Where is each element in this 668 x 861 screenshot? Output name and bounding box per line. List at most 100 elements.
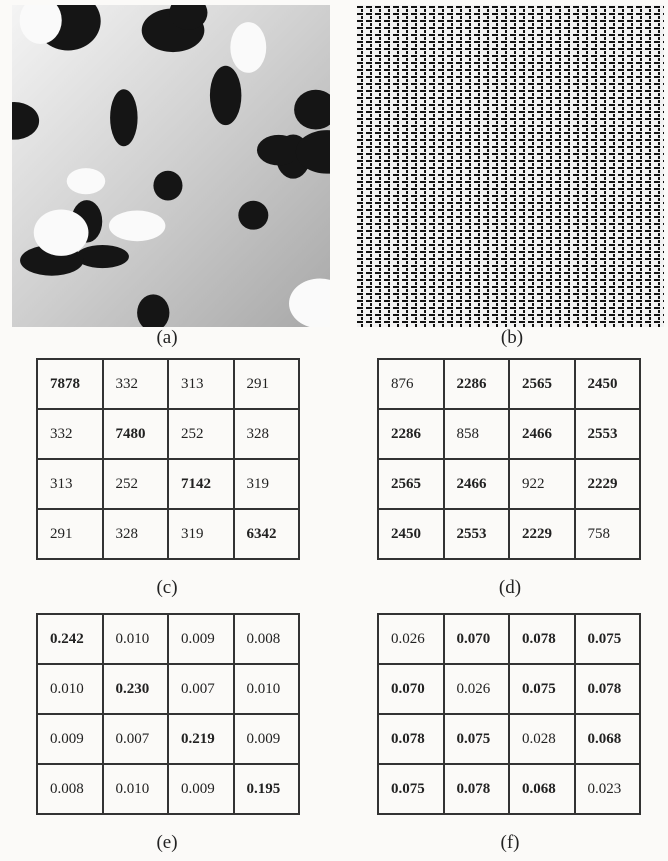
blob xyxy=(109,211,165,242)
cell: 0.010 xyxy=(103,614,169,664)
row: 0.0080.0100.0090.195 xyxy=(37,764,299,814)
cell: 0.028 xyxy=(509,714,575,764)
blob xyxy=(210,66,241,125)
blob xyxy=(34,209,89,255)
cell: 0.070 xyxy=(378,664,444,714)
caption: (b) xyxy=(482,327,542,349)
blob xyxy=(67,168,106,194)
cell: 2286 xyxy=(444,359,510,409)
cell: 313 xyxy=(37,459,103,509)
cell: 328 xyxy=(103,509,169,559)
cell: 0.078 xyxy=(378,714,444,764)
cell: 0.075 xyxy=(575,614,641,664)
cell: 922 xyxy=(509,459,575,509)
cell: 0.078 xyxy=(575,664,641,714)
cell: 291 xyxy=(234,359,300,409)
cell: 0.026 xyxy=(378,614,444,664)
cell: 328 xyxy=(234,409,300,459)
cell: 291 xyxy=(37,509,103,559)
image-b xyxy=(357,5,664,327)
caption: (a) xyxy=(137,327,197,349)
cell: 7142 xyxy=(168,459,234,509)
cell: 2565 xyxy=(509,359,575,409)
cell: 332 xyxy=(103,359,169,409)
cell: 0.075 xyxy=(444,714,510,764)
cell: 0.009 xyxy=(234,714,300,764)
cell: 2466 xyxy=(444,459,510,509)
cell: 7480 xyxy=(103,409,169,459)
cell: 0.010 xyxy=(37,664,103,714)
cell: 0.008 xyxy=(234,614,300,664)
blob xyxy=(230,22,266,73)
cell: 313 xyxy=(168,359,234,409)
cell: 2553 xyxy=(575,409,641,459)
blob xyxy=(153,171,182,201)
cell: 0.068 xyxy=(575,714,641,764)
cell: 0.070 xyxy=(444,614,510,664)
caption: (e) xyxy=(137,832,197,854)
blob xyxy=(76,245,129,268)
blob xyxy=(110,89,138,146)
cell: 0.219 xyxy=(168,714,234,764)
cell: 2466 xyxy=(509,409,575,459)
cell: 0.068 xyxy=(509,764,575,814)
page: (a) (b) (() => { const data = JSON.parse… xyxy=(0,0,668,861)
cell: 252 xyxy=(168,409,234,459)
cell: 0.010 xyxy=(234,664,300,714)
cell: 0.009 xyxy=(168,614,234,664)
cell: 876 xyxy=(378,359,444,409)
cell: 0.007 xyxy=(168,664,234,714)
cell: 252 xyxy=(103,459,169,509)
cell: 0.075 xyxy=(378,764,444,814)
image-a xyxy=(12,5,330,327)
cell: 0.009 xyxy=(168,764,234,814)
cell: 2450 xyxy=(575,359,641,409)
cell: 0.007 xyxy=(103,714,169,764)
cell: 0.075 xyxy=(509,664,575,714)
cell: 0.195 xyxy=(234,764,300,814)
blob xyxy=(257,135,300,166)
cell: 2565 xyxy=(378,459,444,509)
cell: 319 xyxy=(234,459,300,509)
cell: 0.078 xyxy=(444,764,510,814)
cell: 0.230 xyxy=(103,664,169,714)
cell: 0.023 xyxy=(575,764,641,814)
cell: 758 xyxy=(575,509,641,559)
cell: 0.010 xyxy=(103,764,169,814)
caption: (c) xyxy=(137,577,197,599)
cell: 2553 xyxy=(444,509,510,559)
cell: 0.026 xyxy=(444,664,510,714)
cell: 6342 xyxy=(234,509,300,559)
cell: 319 xyxy=(168,509,234,559)
cell: 2450 xyxy=(378,509,444,559)
cell: 2229 xyxy=(509,509,575,559)
cell: 0.078 xyxy=(509,614,575,664)
cell: 0.242 xyxy=(37,614,103,664)
cell: 7878 xyxy=(37,359,103,409)
cell: 0.008 xyxy=(37,764,103,814)
cell: 858 xyxy=(444,409,510,459)
cell: 2286 xyxy=(378,409,444,459)
cell: 332 xyxy=(37,409,103,459)
blob xyxy=(238,201,268,230)
caption: (f) xyxy=(480,832,540,854)
cell: 0.009 xyxy=(37,714,103,764)
